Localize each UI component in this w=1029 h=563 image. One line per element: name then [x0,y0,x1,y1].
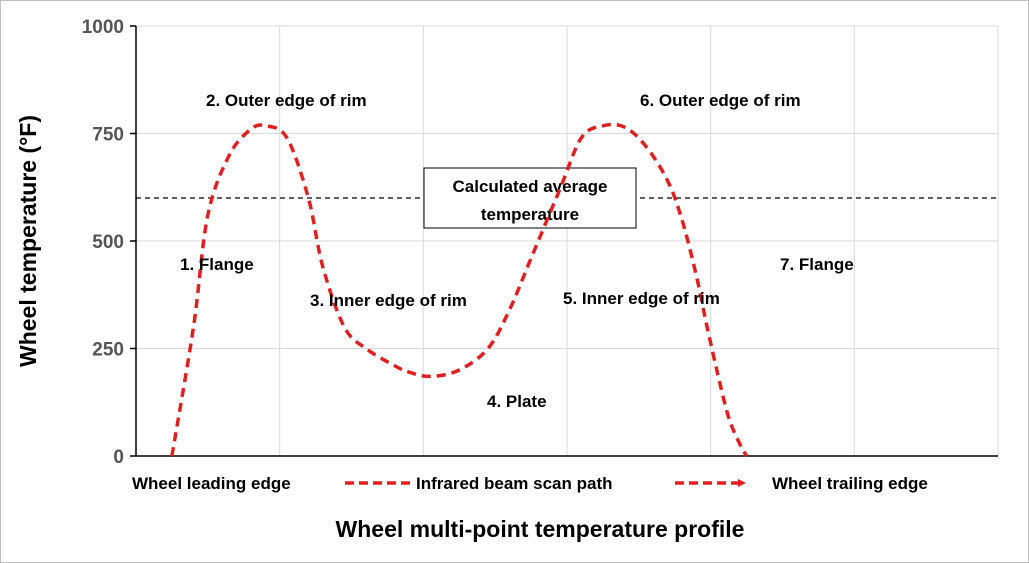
y-tick-label: 0 [113,447,124,468]
y-tick-label: 750 [92,125,124,146]
y-tick-labels: 0 250 500 750 1000 [82,17,136,468]
y-tick-label: 250 [92,340,124,361]
average-label-box [423,167,637,229]
legend-row: Wheel leading edge Infrared beam scan pa… [132,474,928,493]
y-tick-label: 1000 [82,17,124,38]
annotation-3-inner-edge-of-rim: 3. Inner edge of rim [310,291,467,310]
x-axis-title: Wheel multi-point temperature profile [336,516,745,542]
average-temperature-reference: Calculated average temperature [136,167,998,229]
legend-trailing-edge: Wheel trailing edge [772,474,928,493]
annotation-5-inner-edge-of-rim: 5. Inner edge of rim [563,289,720,308]
grid-lines [136,25,999,456]
annotation-6-outer-edge-of-rim: 6. Outer edge of rim [640,91,801,110]
average-label-line-1: Calculated average [453,177,608,196]
average-label-line-2: temperature [481,205,579,224]
legend-scan-path: Infrared beam scan path [416,474,613,493]
legend-leading-edge: Wheel leading edge [132,474,291,493]
annotation-1-flange: 1. Flange [180,255,254,274]
annotation-4-plate: 4. Plate [487,392,547,411]
annotation-7-flange: 7. Flange [780,255,854,274]
annotation-2-outer-edge-of-rim: 2. Outer edge of rim [206,91,367,110]
y-axis-title: Wheel temperature (°F) [15,115,41,367]
y-tick-label: 500 [92,232,124,253]
scan-path-curve [170,122,749,457]
